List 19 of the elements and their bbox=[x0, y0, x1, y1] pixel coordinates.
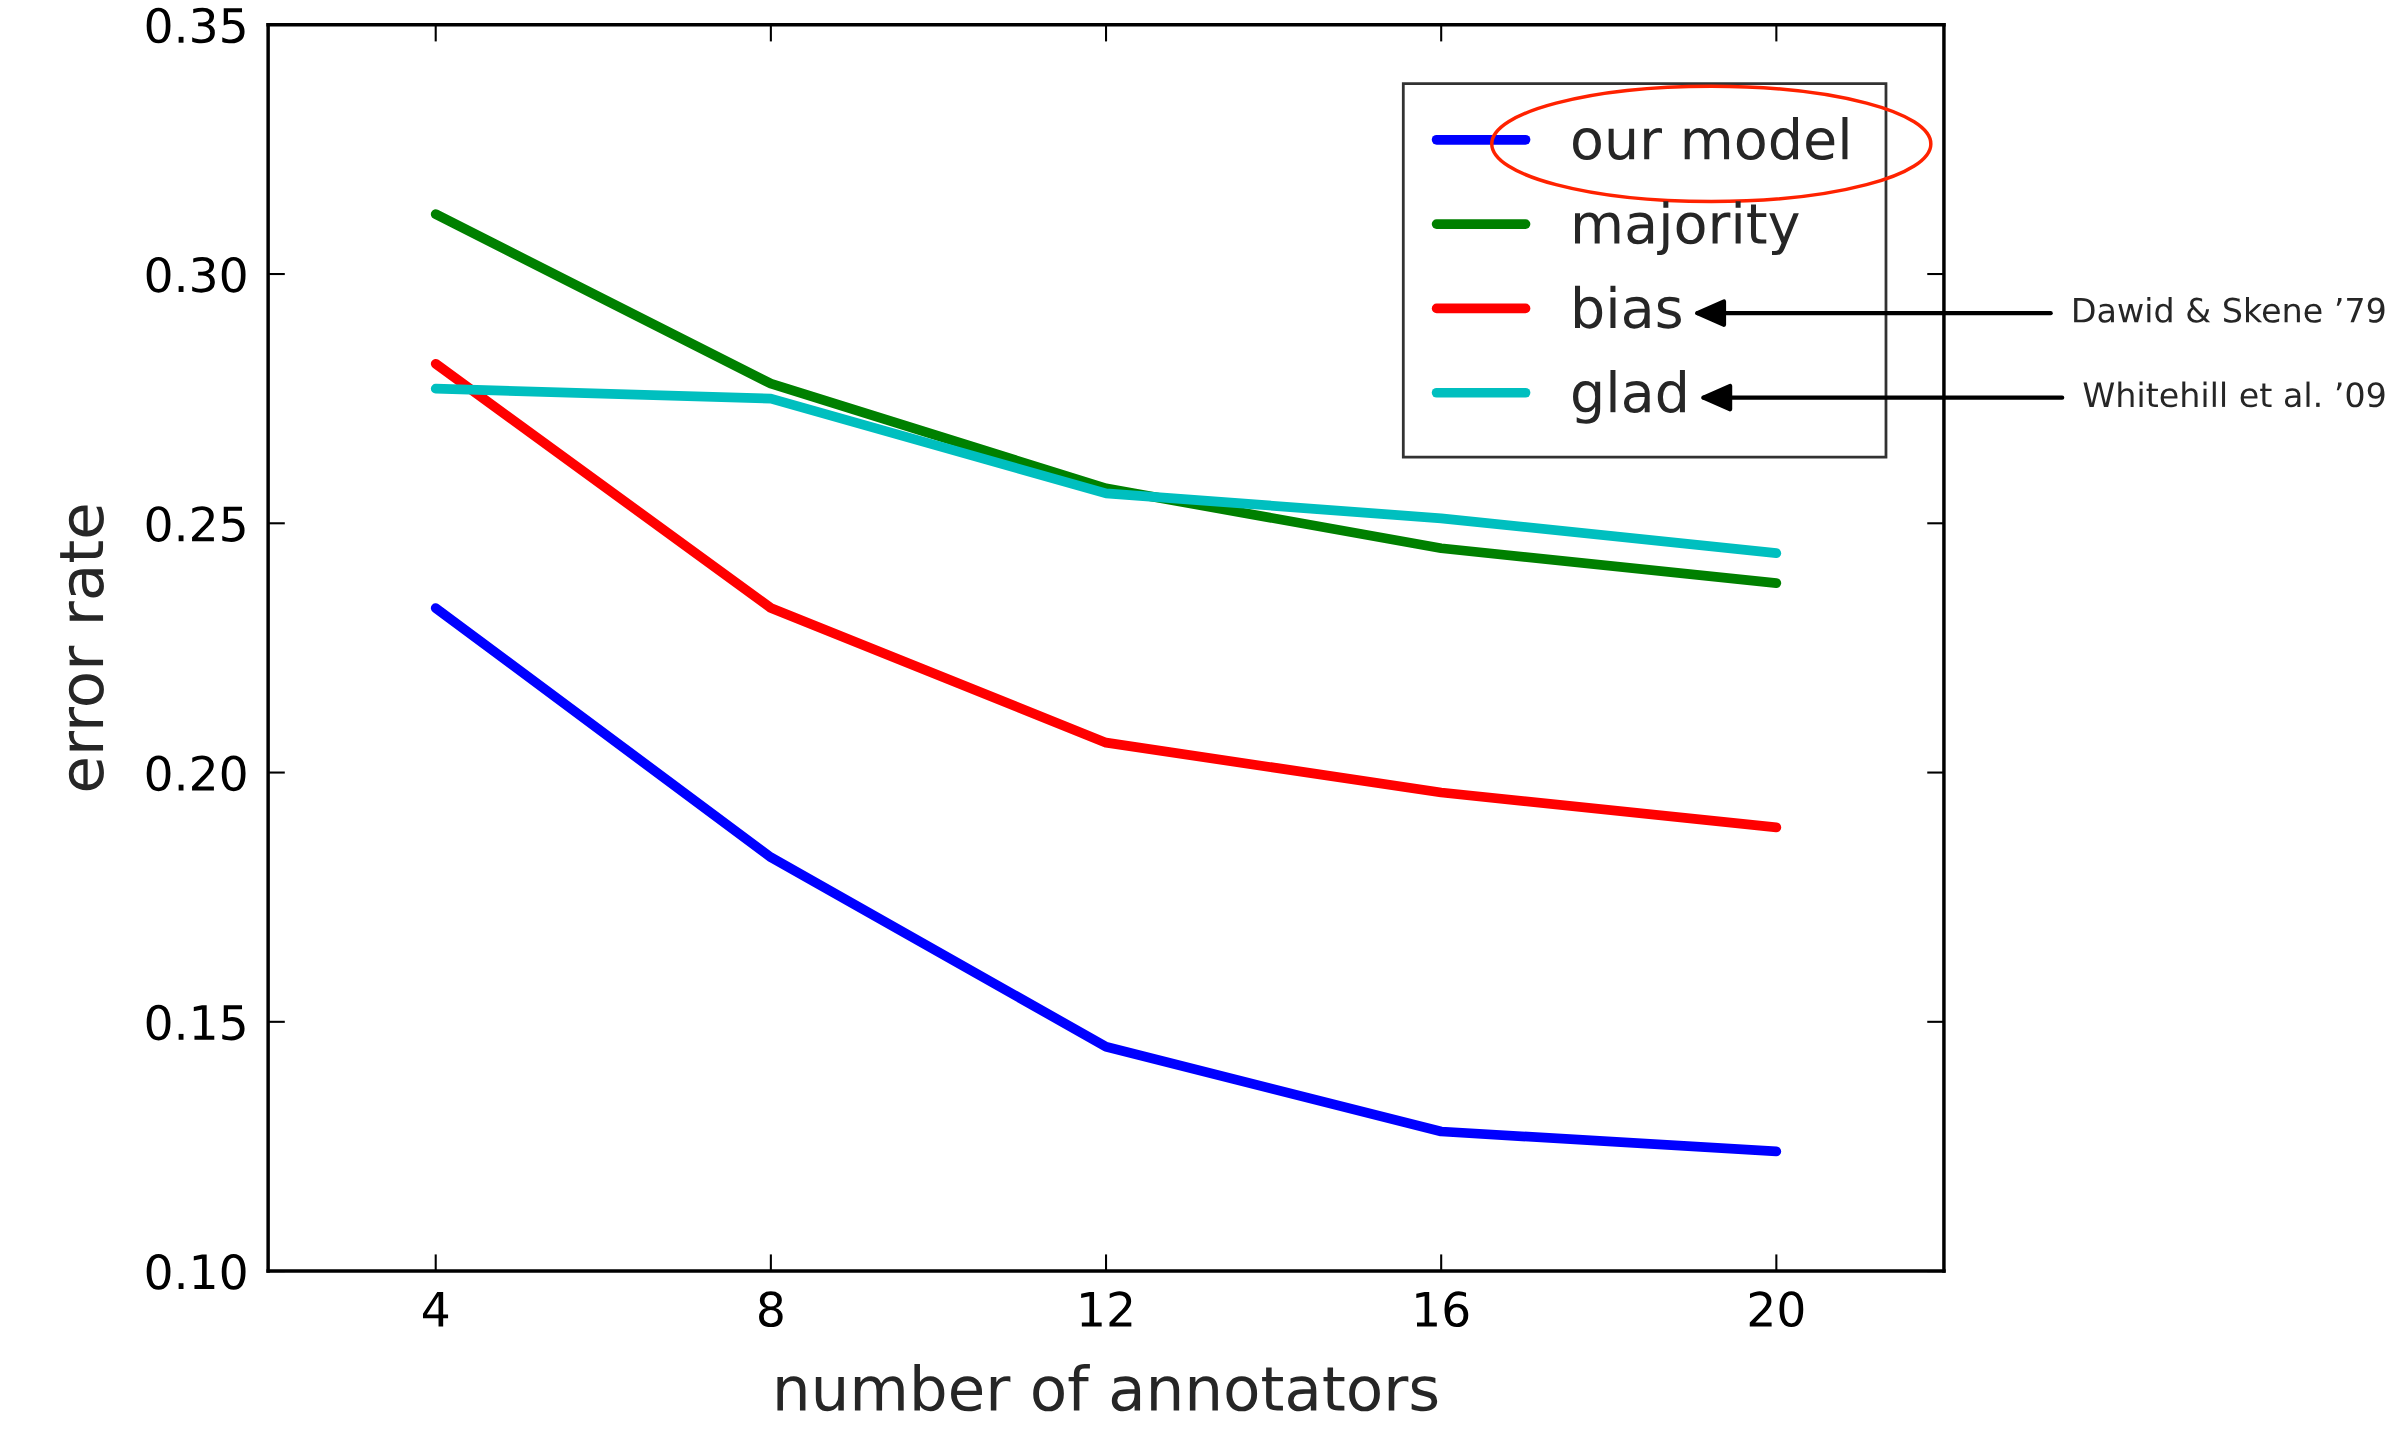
legend-label: our model bbox=[1573, 117, 1848, 161]
legend-label: bias bbox=[1575, 285, 1681, 329]
y-tick-label: 0.25 bbox=[146, 506, 245, 542]
x-tick-label: 8 bbox=[759, 1291, 783, 1328]
x-tick-label: 16 bbox=[1416, 1291, 1469, 1328]
y-tick-label: 0.30 bbox=[146, 256, 246, 293]
x-axis-title: number of annotators bbox=[777, 1364, 1438, 1412]
x-tick-label: 12 bbox=[1081, 1291, 1132, 1327]
x-tick-label: 4 bbox=[422, 1291, 449, 1327]
legend-label: glad bbox=[1573, 369, 1685, 424]
text: Dawid & Skene ’79 bbox=[2074, 297, 2385, 323]
y-tick-label: 0.10 bbox=[146, 1253, 246, 1290]
y-tick-label: 0.20 bbox=[146, 755, 246, 792]
legend-label: majority bbox=[1575, 201, 1799, 256]
y-axis-title: error rate bbox=[60, 505, 104, 791]
x-tick-label: 20 bbox=[1749, 1291, 1804, 1328]
y-tick-label: 0.15 bbox=[146, 1004, 245, 1041]
y-tick-label: 0.35 bbox=[146, 7, 245, 44]
text: Whitehill et al. ’09 bbox=[2083, 381, 2385, 408]
